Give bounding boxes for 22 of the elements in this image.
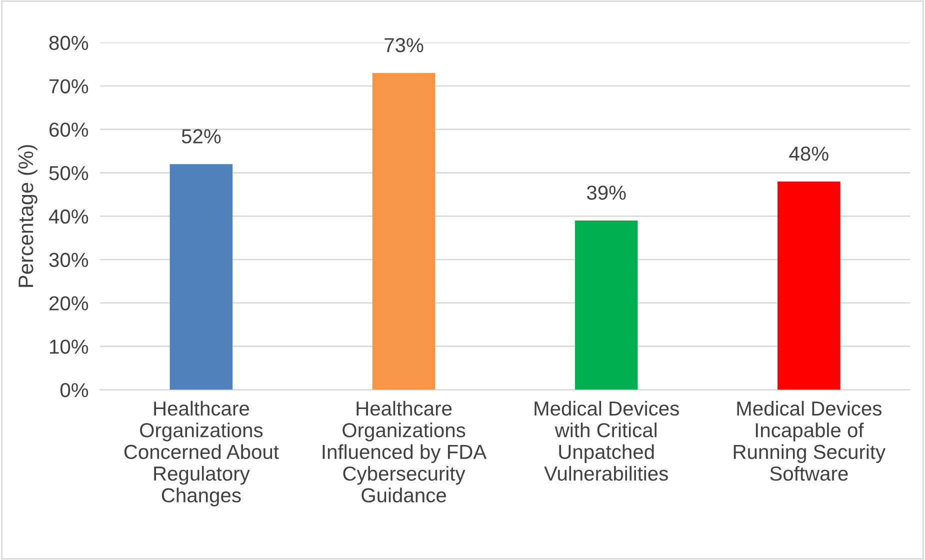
y-tick-label: 10%: [50, 340, 88, 354]
bar: [574, 220, 638, 390]
x-tick-label: Healthcare Organizations Concerned About Regulatory Changes: [124, 400, 279, 506]
y-tick-label: 80%: [49, 36, 88, 50]
y-tick-label: 30%: [49, 252, 88, 268]
data-label: 48%: [789, 146, 828, 161]
data-label: 39%: [586, 186, 626, 200]
y-tick-label: 70%: [50, 79, 88, 94]
y-tick-label: 20%: [49, 296, 88, 310]
y-tick-label: 40%: [48, 209, 88, 224]
bar: [170, 164, 233, 390]
bar: [372, 72, 436, 390]
y-axis-title: Percentage (%): [18, 145, 38, 287]
y-tick-label: 60%: [50, 122, 88, 137]
y-tick-label: 0%: [60, 382, 88, 398]
bar: [778, 181, 840, 390]
data-label: 52%: [182, 129, 221, 144]
data-label: 73%: [384, 38, 424, 52]
x-tick-label: Healthcare Organizations Influenced by FDA Cybersecurity Guidance: [322, 400, 487, 502]
x-tick-label: Medical Devices Incapable of Running Security Software: [734, 400, 886, 481]
y-tick-label: 50%: [49, 166, 88, 180]
x-tick-label: Medical Devices with Critical Unpatched Vulnerabilities: [534, 400, 679, 481]
